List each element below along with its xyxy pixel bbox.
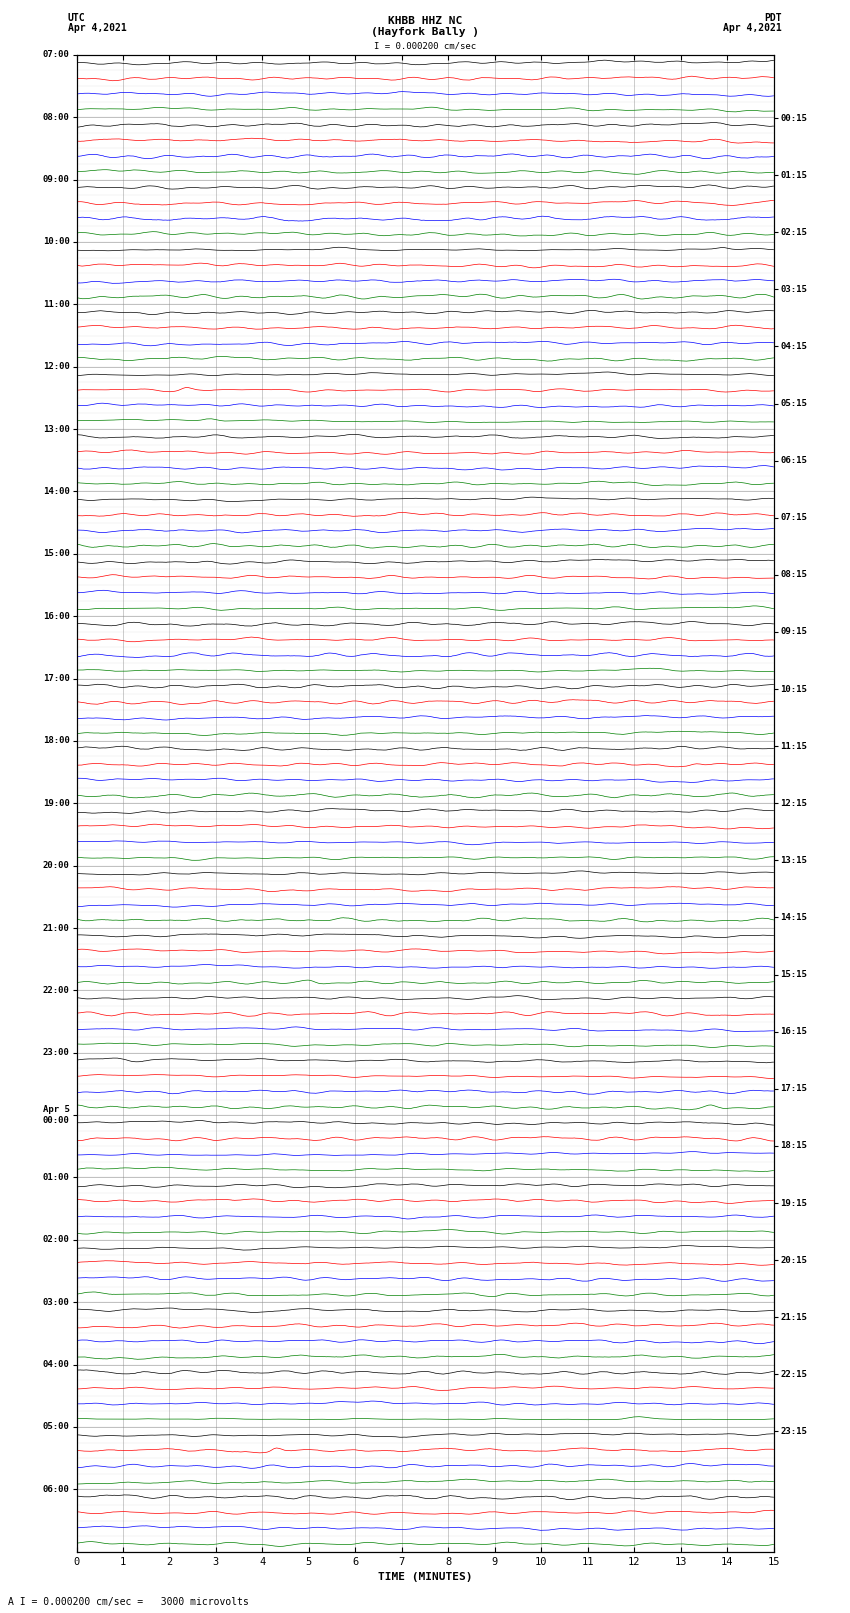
Text: KHBB HHZ NC: KHBB HHZ NC <box>388 16 462 26</box>
Text: (Hayfork Bally ): (Hayfork Bally ) <box>371 27 479 37</box>
Text: Apr 4,2021: Apr 4,2021 <box>723 23 782 32</box>
Text: I = 0.000200 cm/sec: I = 0.000200 cm/sec <box>374 42 476 52</box>
Text: UTC: UTC <box>68 13 86 23</box>
Text: A I = 0.000200 cm/sec =   3000 microvolts: A I = 0.000200 cm/sec = 3000 microvolts <box>8 1597 249 1607</box>
Text: Apr 4,2021: Apr 4,2021 <box>68 23 127 32</box>
Text: PDT: PDT <box>764 13 782 23</box>
X-axis label: TIME (MINUTES): TIME (MINUTES) <box>377 1573 473 1582</box>
